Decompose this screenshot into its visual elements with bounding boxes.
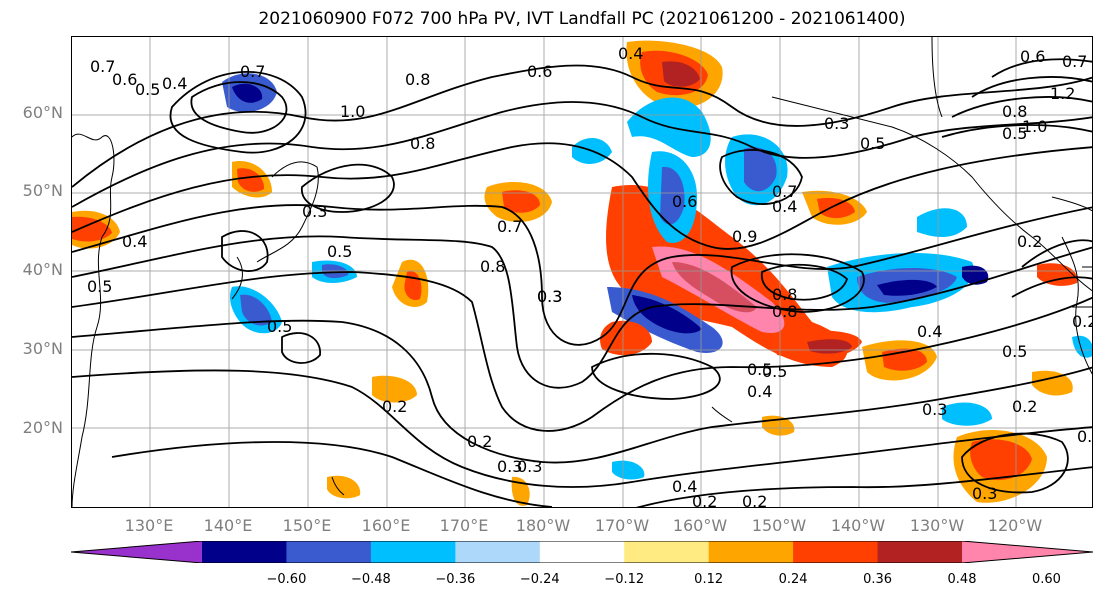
contour-label: 0.4	[672, 477, 697, 496]
colorbar-segment	[624, 541, 710, 563]
lon-label: 160°W	[672, 516, 728, 535]
contour-label: 0.8	[772, 285, 797, 304]
contour-label: 0.7	[90, 57, 115, 76]
contour-label: 0.4	[747, 382, 772, 401]
colorbar-tick-label: −0.36	[435, 572, 476, 587]
contour-label: 0.3	[537, 287, 562, 306]
colorbar-tick-label: 0.36	[863, 572, 893, 587]
lon-label: 140°W	[830, 516, 886, 535]
contour-label: 0.3	[972, 484, 997, 503]
contour-label: 0.7	[772, 182, 797, 201]
contour-label: 1.0	[1022, 117, 1047, 136]
contour-label: 0.5	[135, 80, 160, 99]
colorbar-extend-low	[71, 541, 202, 563]
contour-label: 0.6	[672, 192, 697, 211]
colorbar-tick-label: 0.24	[778, 572, 808, 587]
lon-label: 150°W	[751, 516, 807, 535]
contour-label: 0.4	[618, 44, 643, 63]
lon-label: 150°E	[282, 516, 332, 535]
lon-label: 130°E	[124, 516, 174, 535]
lat-label-20n: 20°N	[22, 418, 63, 437]
contour-label: 0.2	[382, 397, 407, 416]
contour-label: 1.2	[1050, 84, 1075, 103]
contour-label: 0.7	[240, 62, 265, 81]
contour-label: 0.5	[747, 360, 772, 379]
lon-label: 170°W	[594, 516, 650, 535]
coastlines	[72, 37, 1092, 507]
colorbar-extend-high	[962, 541, 1093, 563]
contour-label: 0.6	[527, 62, 552, 81]
colorbar-tick-label: −0.12	[604, 572, 645, 587]
contour-label: 0.2	[1072, 312, 1093, 331]
contour-label: 0.4	[162, 74, 187, 93]
contour-label: 0.8	[480, 257, 505, 276]
contour-label: 0.3	[517, 457, 542, 476]
contour-label: 0.4	[917, 322, 942, 341]
colorbar-segment	[286, 541, 372, 563]
lon-label: 160°E	[361, 516, 411, 535]
contour-label: 0.9	[732, 227, 757, 246]
contour-label: 0.6	[1020, 47, 1045, 66]
contour-label: 0.5	[87, 277, 112, 296]
colorbar-segment	[708, 541, 794, 563]
contour-label: 0.3	[497, 457, 522, 476]
contour-label: 1.0	[340, 102, 365, 121]
contour-label: 0.8	[772, 302, 797, 321]
lat-label-40n: 40°N	[22, 260, 63, 279]
colorbar-segment	[455, 541, 541, 563]
contour-label: 0.5	[860, 134, 885, 153]
lon-label: 120°W	[987, 516, 1043, 535]
contour-label: 0.2	[1077, 427, 1093, 446]
colorbar-segment	[202, 541, 287, 563]
colorbar	[71, 541, 1093, 563]
contour-label: 0.3	[302, 202, 327, 221]
colorbar-tick-label: 0.48	[947, 572, 977, 587]
contour-label: 0.5	[267, 317, 292, 336]
map-canvas: 0.7 0.6 0.5 0.4 0.7 0.8 1.0 0.6 0.4 0.8 …	[72, 37, 1093, 508]
contour-label: 0.2	[742, 492, 767, 508]
colorbar-tick-label: 0.12	[694, 572, 724, 587]
map-title: 2021060900 F072 700 hPa PV, IVT Landfall…	[258, 9, 906, 29]
contour-label: 0.2	[692, 492, 717, 508]
contour-label: 0.2	[1012, 397, 1037, 416]
lon-label: 180°W	[515, 516, 571, 535]
colorbar-tick-label: 0.60	[1031, 572, 1061, 587]
colorbar-segment	[877, 541, 963, 563]
lat-label-50n: 50°N	[22, 181, 63, 200]
colorbar-segment	[539, 541, 625, 563]
contour-label: 0.3	[824, 114, 849, 133]
contour-label: 0.3	[922, 400, 947, 419]
map-panel[interactable]: 0.7 0.6 0.5 0.4 0.7 0.8 1.0 0.6 0.4 0.8 …	[71, 36, 1093, 508]
contour-label: 0.5	[762, 362, 787, 381]
colorbar-tick-label: −0.48	[350, 572, 391, 587]
contour-label-group: 0.7 0.6 0.5 0.4 0.7 0.8 1.0 0.6 0.4 0.8 …	[87, 44, 1093, 508]
graticule	[72, 37, 1092, 507]
colorbar-tick-label: −0.24	[519, 572, 560, 587]
contour-label: 0.6	[112, 70, 137, 89]
pv-contours	[72, 58, 1092, 507]
contour-label: 0.8	[1002, 102, 1027, 121]
contour-label: 0.5	[327, 242, 352, 261]
contour-label: 0.2	[1017, 232, 1042, 251]
lat-label-60n: 60°N	[22, 103, 63, 122]
lon-label: 130°W	[909, 516, 965, 535]
colorbar-segment	[793, 541, 879, 563]
contour-label: 0.8	[405, 70, 430, 89]
colorbar-segment	[370, 541, 456, 563]
contour-label: 0.5	[1002, 124, 1027, 143]
contour-label: 0.8	[410, 134, 435, 153]
contour-label: 0.4	[122, 232, 147, 251]
contour-label: 0.2	[467, 432, 492, 451]
lon-label: 170°E	[439, 516, 489, 535]
lon-label: 140°E	[203, 516, 253, 535]
contour-label: 0.5	[1002, 342, 1027, 361]
contour-label: 0.7	[1062, 52, 1087, 71]
contour-label: 0.3	[537, 287, 562, 306]
lat-label-30n: 30°N	[22, 339, 63, 358]
colorbar-tick-label: −0.60	[266, 572, 307, 587]
contour-label: 0.7	[497, 217, 522, 236]
contour-label: 0.4	[772, 197, 797, 216]
